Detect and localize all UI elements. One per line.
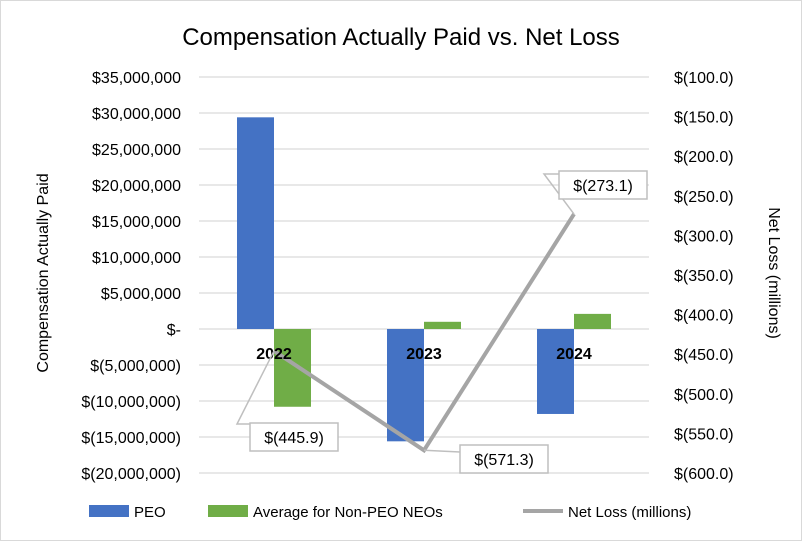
y2-tick-label: $(400.0) [674, 308, 734, 325]
data-label-leader [423, 449, 461, 453]
data-label: $(571.3) [474, 452, 534, 469]
bar-average-for-non-peo-neos-2023 [424, 321, 461, 329]
data-label-box [558, 170, 648, 200]
bar-peo-2022 [237, 117, 274, 329]
data-label-box [249, 422, 339, 452]
data-label-leader [542, 173, 575, 215]
chart-title: Compensation Actually Paid vs. Net Loss [182, 24, 620, 51]
data-label-leader [235, 350, 275, 425]
y-axis-label: Compensation Actually Paid [35, 173, 52, 372]
y-tick-label: $35,000,000 [92, 70, 181, 87]
y2-tick-label: $(550.0) [674, 426, 734, 443]
y-tick-label: $(10,000,000) [81, 394, 181, 411]
y2-tick-label: $(500.0) [674, 387, 734, 404]
y-tick-label: $(5,000,000) [90, 358, 181, 375]
bar-average-for-non-peo-neos-2024 [574, 313, 611, 329]
y2-tick-label: $(250.0) [674, 189, 734, 206]
legend-swatch-peo [89, 505, 129, 517]
y2-tick-label: $(100.0) [674, 70, 734, 87]
y2-tick-label: $(300.0) [674, 228, 734, 245]
x-tick-label: 2023 [406, 346, 442, 363]
bar-peo-2024 [537, 329, 574, 414]
data-label-box [459, 444, 549, 474]
y-tick-label: $15,000,000 [92, 214, 181, 231]
legend-label: Net Loss (millions) [568, 504, 691, 521]
y-tick-label: $20,000,000 [92, 178, 181, 195]
y-tick-label: $30,000,000 [92, 106, 181, 123]
y-tick-label: $10,000,000 [92, 250, 181, 267]
bar-peo-2023 [387, 329, 424, 442]
bar-average-for-non-peo-neos-2022 [274, 329, 311, 407]
x-tick-label: 2022 [256, 346, 292, 363]
y-tick-label: $- [167, 322, 181, 339]
y2-tick-label: $(200.0) [674, 149, 734, 166]
y2-axis-label: Net Loss (millions) [765, 207, 782, 339]
y-tick-label: $(15,000,000) [81, 430, 181, 447]
y-tick-label: $5,000,000 [101, 286, 181, 303]
y2-tick-label: $(450.0) [674, 347, 734, 364]
y2-tick-label: $(350.0) [674, 268, 734, 285]
legend-label: PEO [134, 504, 166, 521]
data-label: $(273.1) [573, 178, 633, 195]
y2-tick-label: $(600.0) [674, 466, 734, 483]
data-label: $(445.9) [264, 430, 324, 447]
y-tick-label: $25,000,000 [92, 142, 181, 159]
x-tick-label: 2024 [556, 346, 592, 363]
y-tick-label: $(20,000,000) [81, 466, 181, 483]
legend-swatch-non-peo [208, 505, 248, 517]
y2-tick-label: $(150.0) [674, 110, 734, 127]
legend-label: Average for Non-PEO NEOs [253, 504, 443, 521]
